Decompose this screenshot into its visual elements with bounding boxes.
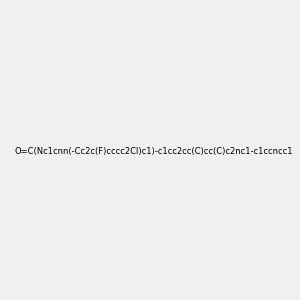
Text: O=C(Nc1cnn(-Cc2c(F)cccc2Cl)c1)-c1cc2cc(C)cc(C)c2nc1-c1ccncc1: O=C(Nc1cnn(-Cc2c(F)cccc2Cl)c1)-c1cc2cc(C… — [14, 147, 293, 156]
